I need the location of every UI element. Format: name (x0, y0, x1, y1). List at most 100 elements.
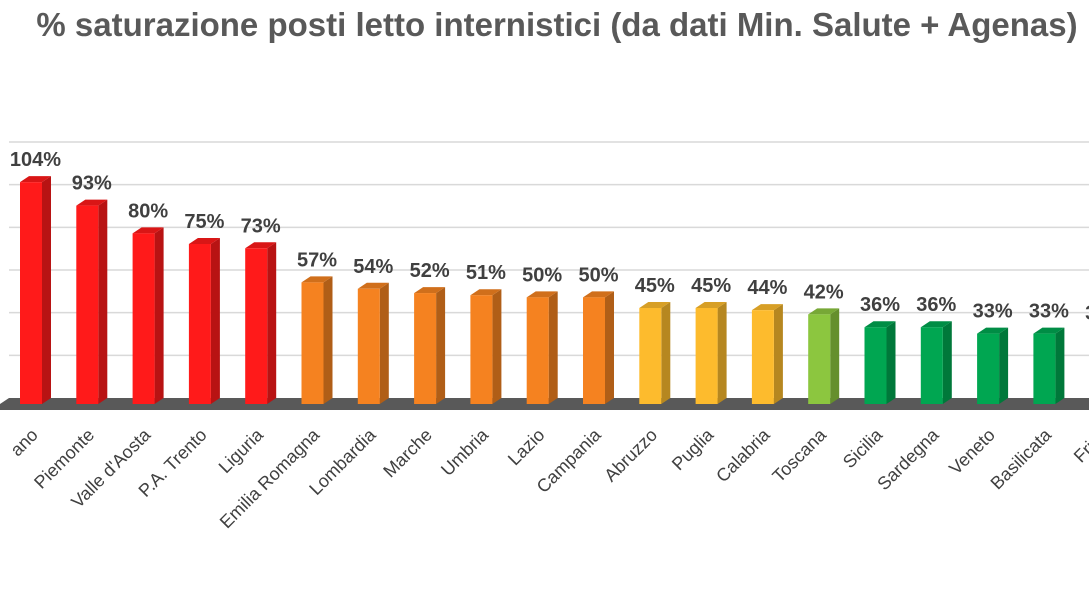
x-tick-label: Marche (379, 425, 436, 482)
bar-side (717, 302, 727, 404)
bar (920, 321, 952, 404)
bar-top (583, 291, 614, 298)
bar (583, 291, 614, 404)
bar-top (526, 291, 558, 298)
x-tick-label: Abruzzo (600, 425, 661, 486)
bar-top (977, 327, 1009, 334)
bar-top (245, 242, 277, 249)
data-label: 45% (635, 275, 675, 297)
x-tick-label: Basilicata (987, 424, 1056, 493)
bar (695, 302, 727, 404)
bar-side (210, 238, 220, 404)
bar-front (470, 295, 493, 404)
bar (977, 327, 1009, 404)
data-label: 104% (10, 149, 61, 171)
bar-front (695, 308, 718, 404)
data-label: 57% (297, 249, 337, 271)
bar-side (548, 291, 558, 404)
bar-top (920, 321, 952, 328)
bar-top (76, 199, 108, 206)
data-label: 33% (1029, 301, 1069, 323)
chart-title: % saturazione posti letto internistici (… (36, 6, 1078, 43)
bar-top (639, 302, 671, 308)
bar-side (773, 304, 783, 404)
x-tick-label: Toscana (768, 424, 830, 486)
data-label: 52% (410, 260, 450, 282)
bar (188, 238, 220, 404)
x-tick-label: Sicilia (839, 424, 887, 472)
x-tick-label: Veneto (945, 425, 999, 479)
data-label: 50% (522, 264, 562, 286)
data-label: 50% (578, 264, 618, 286)
bar-side (42, 176, 51, 404)
bar-top (470, 289, 502, 296)
bar-front (301, 282, 324, 404)
bar-front (357, 288, 380, 404)
bar-side (1055, 327, 1065, 404)
bar (526, 291, 558, 404)
x-tick-label: Umbria (437, 424, 493, 480)
bar-top (414, 287, 446, 294)
data-label: 80% (128, 200, 168, 222)
bar-front (751, 310, 774, 404)
bar-side (661, 302, 671, 404)
bar (470, 289, 502, 404)
data-label: 42% (804, 281, 844, 303)
bar (301, 276, 333, 404)
bar-side (154, 227, 164, 404)
x-tick-label: Sardegna (873, 424, 943, 494)
bar (76, 199, 108, 404)
bar-side (267, 242, 277, 404)
bar-side (942, 321, 952, 404)
bar-top (751, 304, 783, 311)
bar-front (526, 297, 549, 404)
bar-front (132, 233, 155, 404)
bar (639, 302, 671, 404)
bar-front (1033, 333, 1056, 404)
bar-side (492, 289, 502, 404)
bar-front (188, 244, 211, 404)
x-tick-label: Lazio (504, 425, 549, 470)
bar (245, 242, 277, 404)
bar-side (886, 321, 896, 404)
bar (414, 287, 446, 404)
data-label: 44% (747, 277, 787, 299)
bar-side (999, 327, 1009, 404)
bar (132, 227, 164, 404)
data-label: 54% (353, 256, 393, 278)
bar-side (436, 287, 446, 404)
bar-front (920, 327, 943, 404)
bar-side (98, 199, 108, 404)
bar-front (20, 182, 42, 404)
bar-front (245, 248, 268, 404)
bar-front (583, 297, 605, 404)
bar-front (864, 327, 887, 404)
x-tick-label: Friuli (1070, 425, 1089, 467)
bar-top (188, 238, 220, 244)
bar (751, 304, 783, 404)
bar (864, 321, 896, 404)
data-label: 51% (466, 262, 506, 284)
data-label: 33% (973, 301, 1013, 323)
bar-front (808, 314, 831, 404)
bar-side (323, 276, 333, 404)
data-label: 73% (241, 215, 281, 237)
bar-side (830, 308, 840, 404)
data-label: 93% (72, 173, 112, 195)
bar-side (605, 291, 614, 404)
data-label: 45% (691, 275, 731, 297)
bar (1033, 327, 1065, 404)
bar (357, 282, 389, 404)
bar-top (357, 282, 389, 289)
bar-front (414, 293, 437, 404)
bar-side (379, 282, 389, 404)
bar-top (132, 227, 164, 234)
bar (808, 308, 840, 404)
bar-front (76, 205, 99, 404)
bar-top (695, 302, 727, 308)
bar-front (977, 333, 1000, 404)
bar-top (1033, 327, 1065, 334)
bar-top (808, 308, 840, 315)
